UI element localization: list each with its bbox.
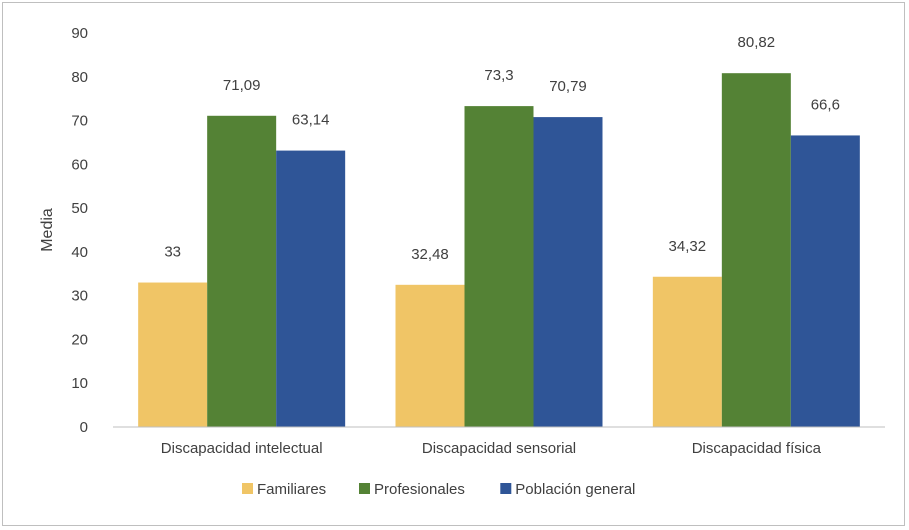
y-tick-label: 70 (71, 113, 88, 130)
x-category-label: Discapacidad sensorial (422, 440, 576, 457)
y-axis-title: Media (39, 208, 56, 252)
bar-familiares (652, 276, 722, 427)
y-tick-label: 30 (71, 288, 88, 305)
bar-profesionales (464, 106, 534, 427)
bar-poblacion-general (790, 135, 860, 427)
legend-label: Familiares (257, 481, 326, 498)
data-label: 33 (164, 244, 181, 261)
bar-familiares (395, 284, 465, 427)
y-tick-label: 90 (71, 25, 88, 42)
y-tick-label: 60 (71, 156, 88, 173)
y-tick-label: 80 (71, 69, 88, 86)
legend-swatch (500, 483, 512, 494)
data-label: 63,14 (292, 112, 330, 129)
y-tick-label: 50 (71, 200, 88, 217)
data-label: 80,82 (738, 34, 776, 51)
y-tick-label: 0 (80, 419, 88, 436)
data-label: 32,48 (411, 246, 449, 263)
legend-label: Profesionales (374, 481, 465, 498)
y-tick-label: 20 (71, 331, 88, 348)
legend-swatch (242, 483, 253, 494)
bar-poblacion-general (276, 150, 346, 428)
data-label: 71,09 (223, 77, 261, 94)
x-category-label: Discapacidad física (692, 440, 822, 457)
bar-profesionales (207, 115, 277, 427)
x-category-label: Discapacidad intelectual (161, 440, 323, 457)
data-label: 34,32 (669, 238, 707, 255)
y-tick-label: 10 (71, 375, 88, 392)
bar-poblacion-general (533, 117, 603, 428)
bar-profesionales (721, 73, 791, 428)
bar-familiares (138, 282, 208, 427)
legend-label: Población general (515, 481, 635, 498)
data-label: 66,6 (811, 96, 840, 113)
data-label: 73,3 (484, 67, 513, 84)
y-tick-label: 40 (71, 244, 88, 261)
data-label: 70,79 (549, 78, 587, 95)
legend-swatch (359, 483, 370, 494)
